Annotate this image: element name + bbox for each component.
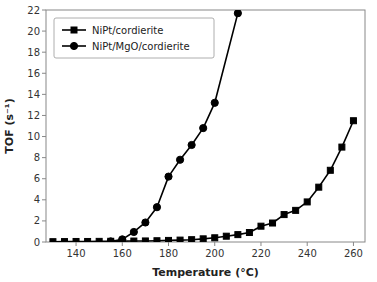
point [316, 184, 322, 190]
x-tick [353, 242, 354, 246]
point [50, 239, 56, 242]
point [142, 219, 149, 226]
y-tick [42, 31, 46, 32]
point [339, 144, 345, 150]
y-tick [42, 94, 46, 95]
point [234, 10, 241, 17]
x-tick-label: 140 [67, 248, 86, 259]
point [176, 156, 183, 163]
x-tick [168, 242, 169, 246]
y-tick-label: 8 [34, 152, 40, 163]
series-line [53, 121, 354, 242]
point [270, 220, 276, 226]
point [235, 232, 241, 238]
y-tick [42, 115, 46, 116]
point [154, 238, 160, 242]
x-tick [214, 242, 215, 246]
plot-frame [46, 10, 365, 242]
y-tick-label: 4 [34, 194, 40, 205]
point [61, 239, 67, 242]
point [211, 99, 218, 106]
x-tick-label: 200 [205, 248, 224, 259]
point [350, 118, 356, 124]
y-tick [42, 220, 46, 221]
point [246, 230, 252, 236]
point [223, 233, 229, 239]
x-tick [307, 242, 308, 246]
x-axis-label: Temperature (°C) [152, 266, 259, 279]
y-tick [42, 136, 46, 137]
y-tick-label: 22 [27, 5, 40, 16]
x-tick-label: 180 [159, 248, 178, 259]
y-tick-label: 14 [27, 89, 40, 100]
point [142, 238, 148, 242]
chart: 140 160 180 200 220 240 260 0 2 4 6 8 10 12 14 16 18 20 22… [0, 0, 377, 282]
point [188, 141, 195, 148]
point [73, 238, 79, 242]
point [200, 236, 206, 242]
point [212, 235, 218, 241]
x-tick-label: 240 [298, 248, 317, 259]
y-tick-label: 16 [27, 68, 40, 79]
legend-marker [71, 27, 77, 33]
point [85, 238, 91, 242]
point [131, 238, 137, 242]
point [108, 238, 114, 242]
legend-label: NiPt/MgO/cordierite [92, 41, 190, 52]
x-tick [76, 242, 77, 246]
y-tick-label: 10 [27, 131, 40, 142]
point [177, 237, 183, 242]
point [258, 223, 264, 229]
legend-box [54, 18, 214, 58]
y-tick [42, 242, 46, 243]
y-tick [42, 178, 46, 179]
point [130, 228, 137, 235]
y-tick-label: 0 [34, 237, 40, 248]
y-tick-label: 6 [34, 173, 40, 184]
legend: NiPt/cordierite NiPt/MgO/cordierite [54, 18, 214, 58]
y-tick [42, 52, 46, 53]
y-tick [42, 10, 46, 11]
point [293, 207, 299, 213]
legend-marker [70, 42, 77, 49]
y-axis-label: TOF (s⁻¹) [3, 98, 16, 153]
x-tick-label: 160 [113, 248, 132, 259]
x-tick [122, 242, 123, 246]
point [96, 238, 102, 242]
legend-label: NiPt/cordierite [92, 25, 163, 36]
point [153, 204, 160, 211]
point [119, 236, 126, 242]
y-tick [42, 73, 46, 74]
point [281, 212, 287, 218]
y-tick-label: 12 [27, 110, 40, 121]
x-tick [260, 242, 261, 246]
point [200, 125, 207, 132]
y-tick [42, 157, 46, 158]
y-tick-label: 20 [27, 26, 40, 37]
point [304, 199, 310, 205]
point [166, 237, 172, 242]
y-tick [42, 199, 46, 200]
point [327, 167, 333, 173]
x-tick-label: 220 [251, 248, 270, 259]
point [107, 238, 114, 242]
x-tick-label: 260 [344, 248, 363, 259]
y-tick-label: 18 [27, 47, 40, 58]
point [165, 173, 172, 180]
y-tick-label: 2 [34, 215, 40, 226]
plot-area [50, 10, 357, 242]
point [189, 237, 195, 242]
